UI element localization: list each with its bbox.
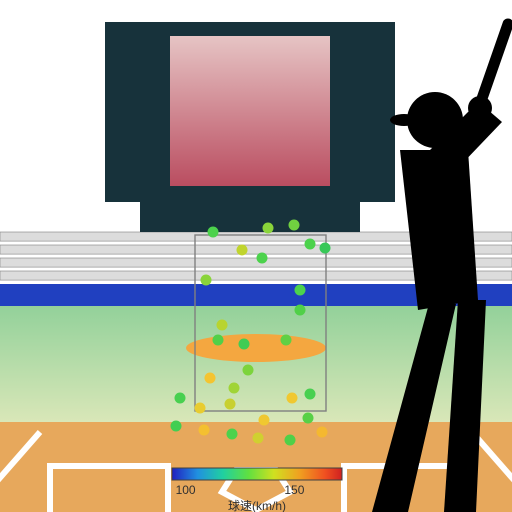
pitch-marker xyxy=(171,421,182,432)
pitch-marker xyxy=(225,399,236,410)
pitch-marker xyxy=(295,305,306,316)
pitch-marker xyxy=(227,429,238,440)
pitch-marker xyxy=(289,220,300,231)
pitch-marker xyxy=(317,427,328,438)
colorbar-title: 球速(km/h) xyxy=(228,499,286,512)
pitch-marker xyxy=(305,239,316,250)
pitch-marker xyxy=(195,403,206,414)
pitch-marker xyxy=(320,243,331,254)
pitch-marker xyxy=(205,373,216,384)
pitch-marker xyxy=(213,335,224,346)
pitch-marker xyxy=(229,383,240,394)
pitch-marker xyxy=(285,435,296,446)
pitch-marker xyxy=(253,433,264,444)
pitch-chart: 100 150 球速(km/h) xyxy=(0,0,512,512)
colorbar-tick-label: 150 xyxy=(284,483,304,497)
pitch-marker xyxy=(281,335,292,346)
pitch-marker xyxy=(201,275,212,286)
pitch-marker xyxy=(295,285,306,296)
pitch-marker xyxy=(237,245,248,256)
pitch-marker xyxy=(175,393,186,404)
pitch-marker xyxy=(199,425,210,436)
pitch-marker xyxy=(263,223,274,234)
pitch-marker xyxy=(239,339,250,350)
pitch-marker xyxy=(217,320,228,331)
pitch-marker xyxy=(303,413,314,424)
pitch-marker xyxy=(287,393,298,404)
colorbar-tick-label: 100 xyxy=(176,483,196,497)
pitch-marker xyxy=(208,227,219,238)
pitch-marker xyxy=(257,253,268,264)
pitch-marker xyxy=(259,415,270,426)
pitch-marker xyxy=(305,389,316,400)
pitch-marker xyxy=(243,365,254,376)
